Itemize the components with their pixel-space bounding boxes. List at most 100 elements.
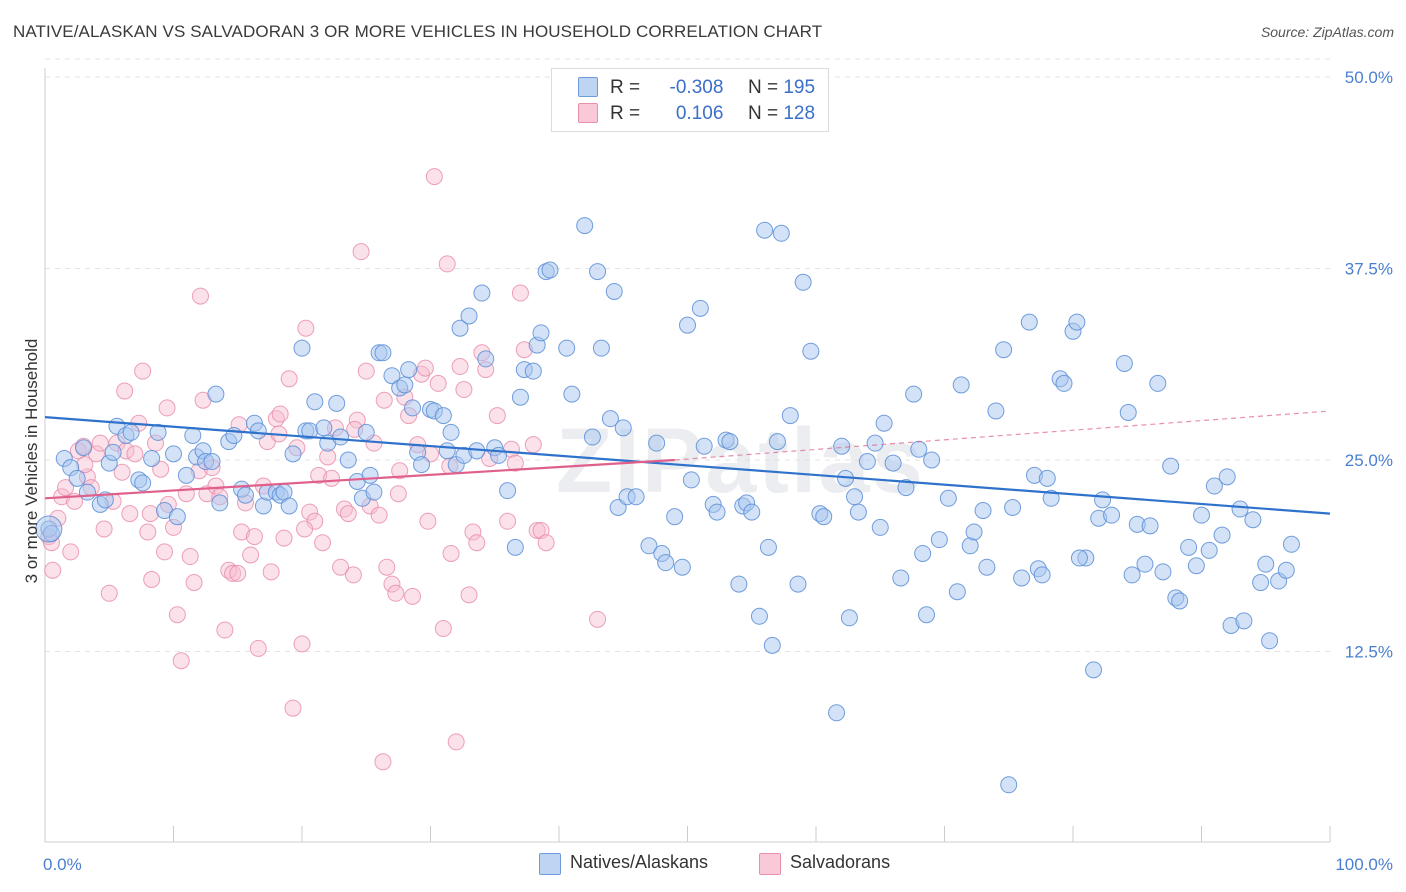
salvadoran-point xyxy=(391,462,409,480)
salvadoran-point xyxy=(113,463,131,481)
legend-n-label: N = xyxy=(747,103,779,124)
salvadorans-swatch xyxy=(578,103,598,123)
native-point xyxy=(1180,538,1198,556)
native-point xyxy=(892,569,910,587)
salvadoran-point xyxy=(323,469,341,487)
native-point xyxy=(1205,477,1223,495)
salvadorans-trend-extension xyxy=(674,410,1331,461)
native-point xyxy=(1244,511,1262,529)
salvadoran-point xyxy=(383,575,401,593)
salvadoran-point xyxy=(464,523,482,541)
native-point xyxy=(477,350,495,368)
legend-n-value: 128 xyxy=(783,103,816,124)
salvadoran-point xyxy=(293,635,311,653)
native-point xyxy=(914,544,932,562)
native-point xyxy=(846,488,864,506)
salvadoran-point xyxy=(389,485,407,503)
native-point xyxy=(1123,566,1141,584)
y-tick-label: 37.5% xyxy=(1345,260,1393,279)
native-point xyxy=(781,407,799,425)
native-point xyxy=(134,474,152,492)
native-point xyxy=(875,414,893,432)
native-point xyxy=(293,339,311,357)
salvadoran-point xyxy=(301,503,319,521)
salvadoran-point xyxy=(141,505,159,523)
natives-swatch xyxy=(578,77,598,97)
native-point xyxy=(361,466,379,484)
salvadoran-point xyxy=(139,523,157,541)
salvadoran-point xyxy=(121,505,139,523)
salvadoran-point xyxy=(284,699,302,717)
native-point xyxy=(1235,612,1253,630)
native-point xyxy=(143,449,161,467)
salvadoran-point xyxy=(245,528,263,546)
native-point xyxy=(918,606,936,624)
native-point xyxy=(666,508,684,526)
y-tick-label: 50.0% xyxy=(1345,68,1393,87)
native-point xyxy=(1187,557,1205,575)
native-point xyxy=(589,263,607,281)
native-point xyxy=(828,704,846,722)
natives-trend-line xyxy=(44,416,1331,515)
native-point xyxy=(524,362,542,380)
salvadoran-point xyxy=(229,564,247,582)
native-point xyxy=(682,471,700,489)
native-point xyxy=(1231,500,1249,518)
native-point xyxy=(249,422,267,440)
y-axis-title: 3 or more Vehicles in Household xyxy=(22,339,41,584)
salvadoran-point xyxy=(434,620,452,638)
salvadoran-point xyxy=(116,382,134,400)
native-point xyxy=(451,319,469,337)
salvadoran-point xyxy=(429,374,447,392)
native-point xyxy=(1252,574,1270,592)
salvadoran-point xyxy=(314,534,332,552)
native-point xyxy=(772,224,790,242)
native-point xyxy=(1115,354,1133,372)
legend-r-value: -0.308 xyxy=(669,77,724,98)
salvadoran-point xyxy=(143,570,161,588)
salvadorans-trend-line xyxy=(44,458,675,500)
native-point xyxy=(413,456,431,474)
salvadoran-point xyxy=(297,319,315,337)
native-point xyxy=(905,385,923,403)
native-point xyxy=(1218,468,1236,486)
native-point xyxy=(721,433,739,451)
salvadoran-point xyxy=(506,454,524,472)
native-point xyxy=(211,494,229,512)
native-point xyxy=(1033,566,1051,584)
salvadoran-point xyxy=(275,529,293,547)
source-credit: Source: ZipAtlas.com xyxy=(1260,24,1394,40)
salvadoran-point xyxy=(416,359,434,377)
native-point xyxy=(897,479,915,497)
native-point xyxy=(759,538,777,556)
native-point xyxy=(1257,555,1275,573)
native-point xyxy=(434,407,452,425)
native-point xyxy=(315,419,333,437)
salvadoran-point xyxy=(177,485,195,503)
native-point xyxy=(1068,313,1086,331)
native-point xyxy=(177,466,195,484)
salvadoran-point xyxy=(62,543,80,561)
native-point xyxy=(558,339,576,357)
stats-legend: R = -0.308 N = 195 R = 0.106 N = 128 xyxy=(551,68,829,132)
native-point xyxy=(374,344,392,362)
native-point xyxy=(871,518,889,536)
native-point xyxy=(511,388,529,406)
native-point xyxy=(306,393,324,411)
native-point xyxy=(460,307,478,325)
native-point xyxy=(203,453,221,471)
native-point xyxy=(1103,506,1121,524)
native-point xyxy=(657,554,675,572)
legend-n-value: 195 xyxy=(783,77,816,98)
native-point xyxy=(614,419,632,437)
native-point xyxy=(923,451,941,469)
legend-n-label: N = xyxy=(747,77,779,98)
native-point xyxy=(627,488,645,506)
salvadoran-point xyxy=(438,255,456,273)
salvadoran-point xyxy=(387,584,405,602)
native-point xyxy=(563,385,581,403)
y-tick-label: 25.0% xyxy=(1345,451,1393,470)
legend-r-value: 0.106 xyxy=(675,103,724,124)
salvadoran-point xyxy=(91,434,109,452)
salvadoran-point xyxy=(537,534,555,552)
